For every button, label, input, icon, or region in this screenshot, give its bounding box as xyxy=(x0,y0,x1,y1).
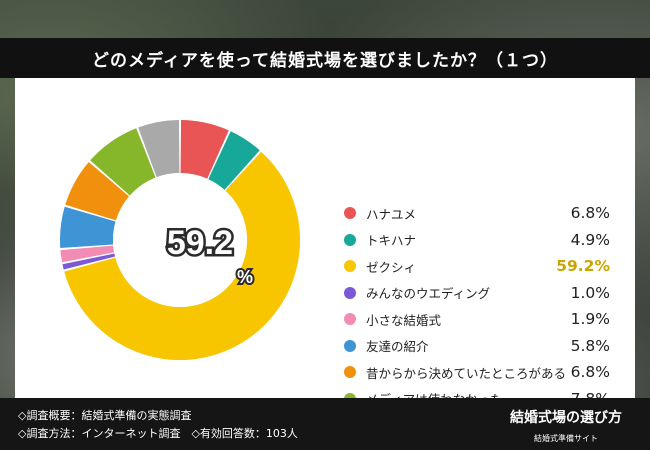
legend-item: ハナユメ 6.8% xyxy=(344,200,610,227)
brand-block: 結婚式場の選び方 結婚式準備サイト xyxy=(510,407,622,444)
donut-slice-9 xyxy=(138,120,180,178)
donut-slice-5 xyxy=(60,245,115,263)
donut-slice-1 xyxy=(180,120,229,179)
donut-slice-8 xyxy=(90,128,156,196)
survey-notes: ◇調査概要：結婚式準備の実態調査 ◇調査方法：インターネット調査 ◇有効回答数：… xyxy=(18,407,298,443)
legend-value: 1.0% xyxy=(570,283,610,302)
legend-item: みんなのウエディング 1.0% xyxy=(344,280,610,307)
donut-slice-4 xyxy=(62,253,116,270)
legend-value: 5.8% xyxy=(570,336,610,355)
legend-label: みんなのウエディング xyxy=(366,286,491,302)
center-unit-label: % xyxy=(237,267,253,287)
legend-value: 4.9% xyxy=(570,230,610,249)
center-value-label: 59.2 xyxy=(167,224,233,262)
legend-value: 59.2% xyxy=(556,257,610,276)
donut-chart: 59.2 % xyxy=(60,120,300,360)
legend-value: 6.8% xyxy=(570,204,610,223)
legend-label: 小さな結婚式 xyxy=(366,312,442,328)
donut-slice-7 xyxy=(65,162,130,221)
survey-method: ◇調査方法：インターネット調査 ◇有効回答数：103人 xyxy=(18,427,298,440)
legend-color-swatch xyxy=(344,286,356,299)
legend-item: 昔からから決めていたところがある 6.8% xyxy=(344,359,610,386)
legend-label: ゼクシィ xyxy=(366,259,417,275)
legend-label: トキハナ xyxy=(366,233,417,249)
legend-color-swatch xyxy=(344,313,356,326)
chart-title-bar: どのメディアを使って結婚式場を選びましたか？（１つ） xyxy=(0,38,650,78)
donut-slice-3 xyxy=(64,151,300,360)
legend-label: 昔からから決めていたところがある xyxy=(366,365,567,381)
legend-item: ゼクシィ 59.2% xyxy=(344,253,610,280)
legend-color-swatch xyxy=(344,339,356,352)
legend-color-swatch xyxy=(344,207,356,220)
legend-color-swatch xyxy=(344,233,356,246)
chart-title: どのメディアを使って結婚式場を選びましたか？（１つ） xyxy=(92,50,558,71)
legend-item: トキハナ 4.9% xyxy=(344,227,610,254)
chart-card: 59.2 % ハナユメ 6.8% トキハナ 4.9% ゼクシィ 59.2% みんなのウエディ… xyxy=(15,78,635,434)
legend-value: 6.8% xyxy=(570,363,610,382)
legend-color-swatch xyxy=(344,366,356,379)
footer-bar: ◇調査概要：結婚式準備の実態調査 ◇調査方法：インターネット調査 ◇有効回答数：… xyxy=(0,398,650,450)
brand-subtitle: 結婚式準備サイト xyxy=(534,434,598,443)
donut-hole xyxy=(113,173,247,307)
legend-item: 小さな結婚式 1.9% xyxy=(344,306,610,333)
legend-item: 友達の紹介 5.8% xyxy=(344,333,610,360)
legend-value: 1.9% xyxy=(570,310,610,329)
legend-label: 友達の紹介 xyxy=(366,339,429,355)
legend-label: ハナユメ xyxy=(366,206,417,222)
donut-slice-2 xyxy=(208,131,260,190)
donut-slice-6 xyxy=(60,206,116,248)
brand-name: 結婚式場の選び方 xyxy=(510,410,622,426)
legend-color-swatch xyxy=(344,260,356,273)
survey-summary: ◇調査概要：結婚式準備の実態調査 xyxy=(18,409,192,422)
